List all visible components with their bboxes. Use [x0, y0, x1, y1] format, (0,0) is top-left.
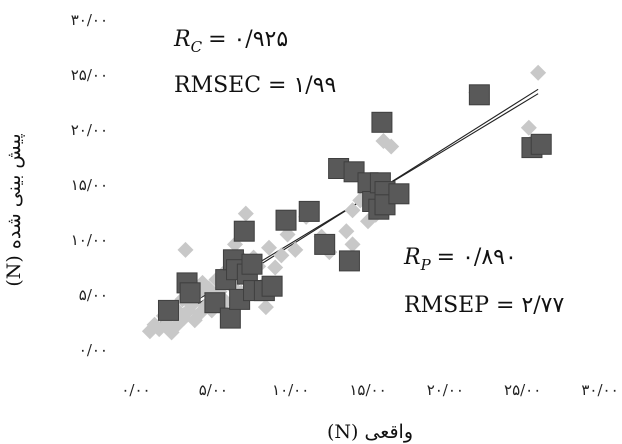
square-point	[298, 200, 320, 222]
x-tick-label: ۲۵/۰۰	[504, 381, 541, 399]
rp-subscript: P	[420, 256, 432, 274]
y-axis-ticks: ۰/۰۰ ۵/۰۰ ۱۰/۰۰ ۱۵/۰۰ ۲۰/۰۰ ۲۵/۰۰ ۳۰/۰۰	[71, 11, 108, 359]
square-point	[157, 299, 179, 321]
diamond-point	[267, 259, 284, 276]
diamond-point	[177, 241, 194, 258]
rmsec-annotation: RMSEC = ۱/۹۹	[174, 73, 336, 98]
square-point	[530, 133, 552, 155]
square-point	[261, 275, 283, 297]
square-point	[314, 233, 336, 255]
y-tick-label: ۲۰/۰۰	[71, 121, 108, 139]
x-tick-label: ۱۰/۰۰	[272, 381, 309, 399]
rmsep-annotation: RMSEP = ۲/۷۷	[404, 293, 564, 318]
square-point	[338, 250, 360, 272]
square-point	[275, 209, 297, 231]
x-tick-label: ۰/۰۰	[121, 381, 150, 399]
rp-value: = ۰/۸۹۰	[437, 245, 517, 270]
diamond-point	[237, 205, 254, 222]
y-axis-title: پیش بینی شده (N)	[3, 133, 25, 286]
rc-annotation: RC = ۰/۹۲۵	[173, 27, 288, 56]
y-tick-label: ۳۰/۰۰	[71, 11, 108, 29]
data-points	[141, 64, 552, 341]
diamond-point	[530, 64, 547, 81]
diamond-point	[344, 236, 361, 253]
diamond-point	[375, 133, 392, 149]
rc-subscript: C	[191, 38, 203, 56]
rp-annotation: RP = ۰/۸۹۰	[403, 245, 517, 274]
square-point	[468, 84, 490, 106]
x-tick-label: ۵/۰۰	[199, 381, 228, 399]
y-tick-label: ۲۵/۰۰	[71, 66, 108, 84]
y-tick-label: ۰/۰۰	[79, 341, 108, 359]
rp-symbol: R	[403, 245, 421, 270]
square-point	[371, 111, 393, 133]
diamond-point	[520, 119, 537, 136]
x-axis-ticks: ۰/۰۰ ۵/۰۰ ۱۰/۰۰ ۱۵/۰۰ ۲۰/۰۰ ۲۵/۰۰ ۳۰/۰۰	[121, 381, 618, 399]
x-tick-label: ۲۰/۰۰	[427, 381, 464, 399]
rc-symbol: R	[173, 27, 191, 52]
square-point	[219, 307, 241, 329]
diamond-point	[287, 241, 304, 258]
rc-value: = ۰/۹۲۵	[208, 27, 288, 52]
y-tick-label: ۱۰/۰۰	[71, 231, 108, 249]
diamond-point	[257, 299, 274, 316]
y-tick-label: ۱۵/۰۰	[71, 176, 108, 194]
x-tick-label: ۳۰/۰۰	[581, 381, 618, 399]
x-tick-label: ۱۵/۰۰	[349, 381, 386, 399]
diamond-point	[273, 247, 290, 264]
square-point	[233, 220, 255, 242]
y-tick-label: ۵/۰۰	[79, 286, 108, 304]
diamond-point	[261, 239, 278, 256]
square-point	[179, 282, 201, 304]
diamond-point	[344, 202, 361, 219]
diamond-point	[338, 223, 355, 240]
square-point	[388, 183, 410, 205]
square-point	[241, 253, 263, 275]
x-axis-title: واقعی (N)	[327, 421, 413, 443]
